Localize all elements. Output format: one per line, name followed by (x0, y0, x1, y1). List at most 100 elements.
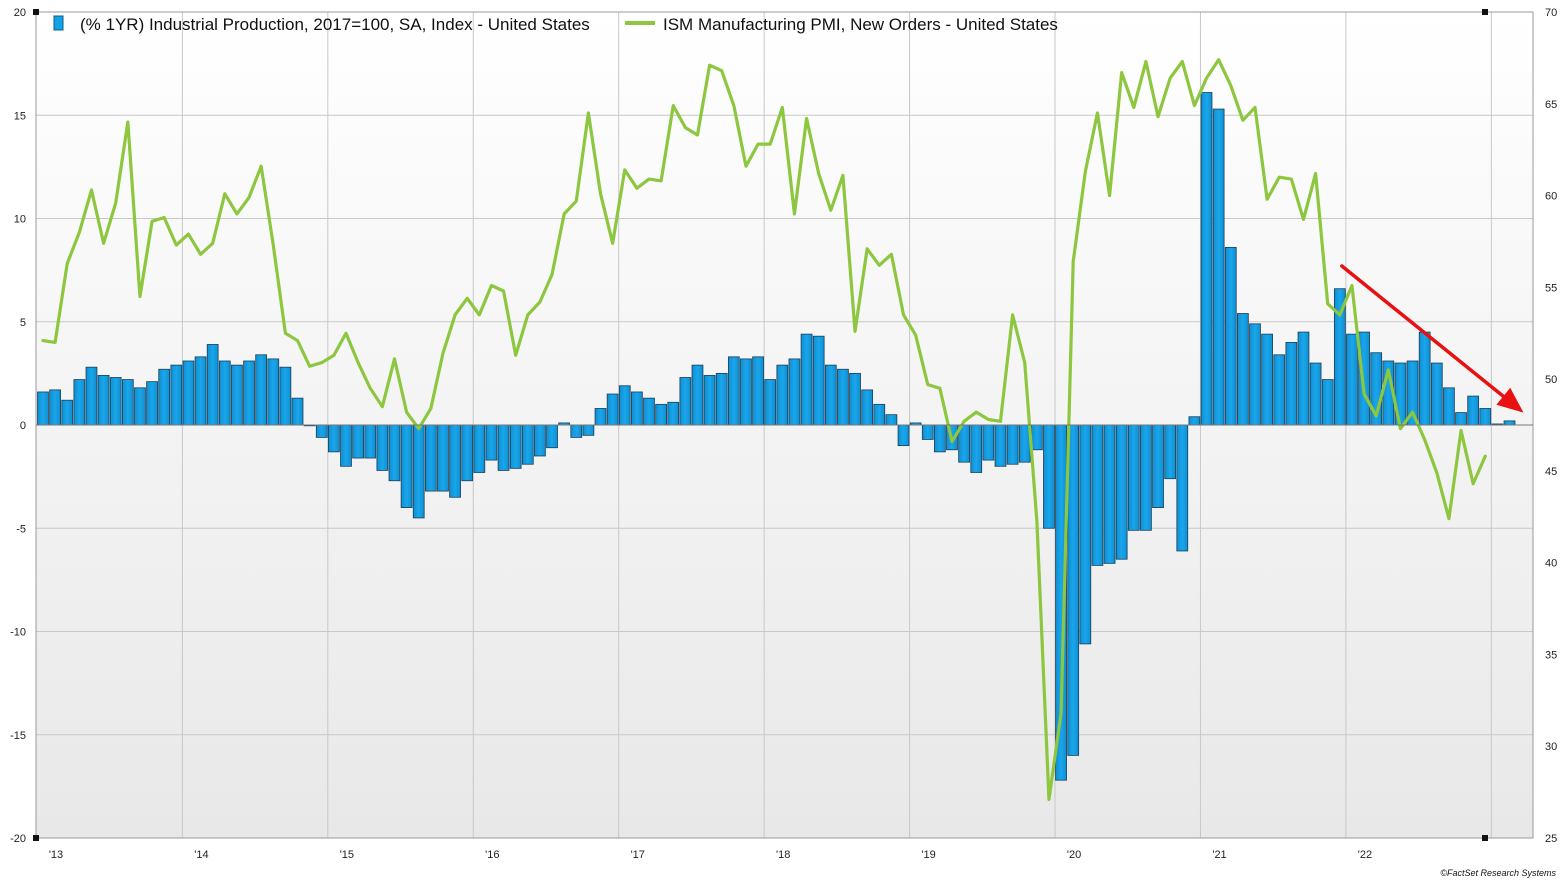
bar (897, 424, 910, 447)
bar (861, 389, 874, 426)
bar (1103, 424, 1116, 564)
bar (255, 354, 268, 426)
arrow-head (1496, 387, 1524, 413)
bar (1030, 424, 1043, 451)
bar (37, 391, 49, 426)
bar (1176, 424, 1189, 552)
bar (582, 424, 595, 436)
bar (424, 424, 437, 492)
bar (1091, 424, 1104, 566)
bar (497, 424, 510, 471)
bar (279, 366, 292, 426)
bar (788, 358, 801, 426)
x-tick-label: '17 (631, 849, 645, 861)
bar (85, 366, 98, 426)
bar (412, 424, 425, 519)
bar (752, 356, 764, 426)
bar (1127, 424, 1140, 531)
bar (376, 424, 389, 471)
bar (1188, 416, 1201, 426)
left-tick-label: 5 (20, 317, 26, 329)
bar (1455, 412, 1467, 426)
bar (715, 372, 728, 426)
left-tick-label: 10 (14, 214, 26, 226)
right-tick-label: 30 (1545, 741, 1557, 753)
corner-marker (1482, 9, 1488, 15)
left-tick-label: -10 (10, 627, 26, 639)
left-tick-label: 0 (20, 420, 26, 432)
bar (1297, 331, 1310, 426)
bar (1479, 408, 1492, 426)
legend-bar-swatch (53, 15, 64, 31)
corner-marker (33, 835, 39, 841)
left-axis: -20 -15 -10 -5 0 5 10 15 20 (10, 7, 26, 845)
bar (800, 333, 813, 426)
corner-marker (1482, 835, 1488, 841)
legend: (% 1YR) Industrial Production, 2017=100,… (53, 15, 1058, 34)
bar (570, 424, 583, 438)
bar (631, 391, 643, 426)
bar (243, 360, 255, 426)
legend-line-label: ISM Manufacturing PMI, New Orders - Unit… (663, 15, 1058, 34)
x-tick-label: '14 (194, 849, 208, 861)
left-tick-label: 20 (14, 7, 26, 19)
bar (534, 424, 546, 457)
right-tick-label: 40 (1545, 558, 1557, 570)
bar (1346, 333, 1358, 426)
bar (934, 424, 946, 453)
bar (1115, 424, 1128, 560)
bar (1503, 420, 1516, 426)
bar (218, 360, 231, 426)
bar (1152, 424, 1164, 508)
bar (655, 403, 667, 426)
bar (1067, 424, 1080, 756)
bar (837, 368, 849, 426)
right-tick-label: 25 (1545, 833, 1557, 845)
bar (812, 335, 825, 426)
bar (521, 424, 534, 465)
bar (643, 397, 655, 426)
bar (667, 401, 680, 426)
bar (400, 424, 413, 508)
bar (1079, 424, 1092, 645)
bar (1212, 108, 1225, 426)
right-tick-label: 65 (1545, 99, 1557, 111)
bar (764, 379, 777, 426)
right-tick-label: 45 (1545, 466, 1557, 478)
bar (1200, 92, 1213, 426)
right-tick-label: 50 (1545, 374, 1557, 386)
bar (679, 377, 692, 426)
bar (594, 408, 607, 426)
bar (1418, 331, 1431, 426)
bar (121, 379, 134, 426)
corner-markers (33, 9, 1488, 841)
bar (182, 360, 195, 426)
bar (340, 424, 352, 467)
bar (1006, 424, 1019, 465)
bar (388, 424, 401, 482)
bar (437, 424, 449, 492)
bar (267, 358, 280, 426)
x-tick-label: '21 (1212, 849, 1226, 861)
bar (73, 379, 86, 426)
bar (1273, 354, 1286, 426)
bar (49, 389, 61, 426)
x-tick-label: '13 (49, 849, 63, 861)
bar (1140, 424, 1152, 531)
bar (509, 424, 522, 469)
bar (1309, 362, 1322, 426)
trend-arrow (1340, 264, 1524, 413)
bar (885, 414, 898, 426)
bar (727, 356, 740, 426)
right-tick-label: 55 (1545, 282, 1557, 294)
bar (982, 424, 995, 461)
bar (849, 372, 861, 426)
bar (364, 424, 377, 459)
bar (97, 375, 110, 426)
bar (606, 393, 619, 426)
bar (1321, 379, 1334, 426)
bar (473, 424, 486, 473)
x-tick-label: '18 (776, 849, 790, 861)
bar (824, 364, 837, 426)
